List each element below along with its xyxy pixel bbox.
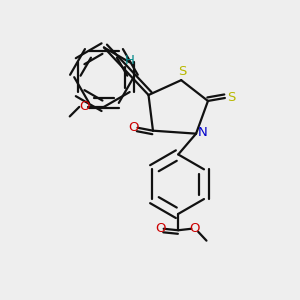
Text: O: O bbox=[80, 100, 90, 113]
Text: S: S bbox=[178, 65, 187, 78]
Text: O: O bbox=[190, 222, 200, 235]
Text: H: H bbox=[124, 54, 134, 67]
Text: O: O bbox=[129, 121, 139, 134]
Text: N: N bbox=[198, 126, 208, 139]
Text: S: S bbox=[227, 92, 236, 104]
Text: O: O bbox=[155, 222, 165, 235]
